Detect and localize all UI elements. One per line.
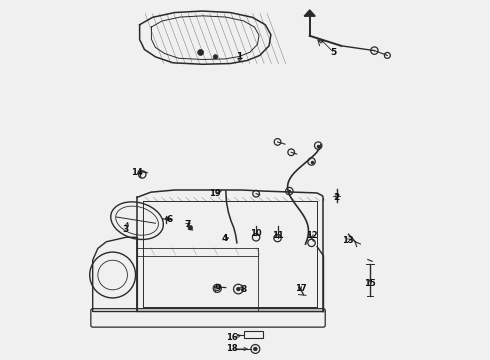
Circle shape (197, 49, 203, 55)
Circle shape (237, 287, 240, 291)
Text: 4: 4 (221, 234, 228, 243)
Text: 18: 18 (226, 345, 238, 354)
Text: 1: 1 (236, 53, 243, 62)
Text: 17: 17 (294, 284, 306, 293)
Text: 9: 9 (214, 284, 220, 293)
Circle shape (188, 225, 193, 230)
Text: 16: 16 (226, 333, 238, 342)
Text: 2: 2 (334, 193, 340, 202)
Circle shape (213, 55, 218, 59)
Text: 19: 19 (209, 189, 221, 198)
Text: 6: 6 (166, 215, 172, 224)
Text: 7: 7 (185, 220, 191, 229)
Circle shape (253, 347, 257, 351)
Text: 13: 13 (342, 236, 354, 245)
Text: 12: 12 (306, 231, 318, 240)
Text: 15: 15 (364, 279, 376, 288)
Polygon shape (304, 10, 315, 16)
Text: 11: 11 (272, 231, 284, 240)
Circle shape (166, 217, 169, 221)
Text: 3: 3 (123, 225, 129, 234)
Text: 14: 14 (131, 168, 143, 177)
Text: 5: 5 (331, 48, 337, 57)
Text: 8: 8 (240, 285, 246, 294)
Text: 10: 10 (250, 229, 262, 238)
